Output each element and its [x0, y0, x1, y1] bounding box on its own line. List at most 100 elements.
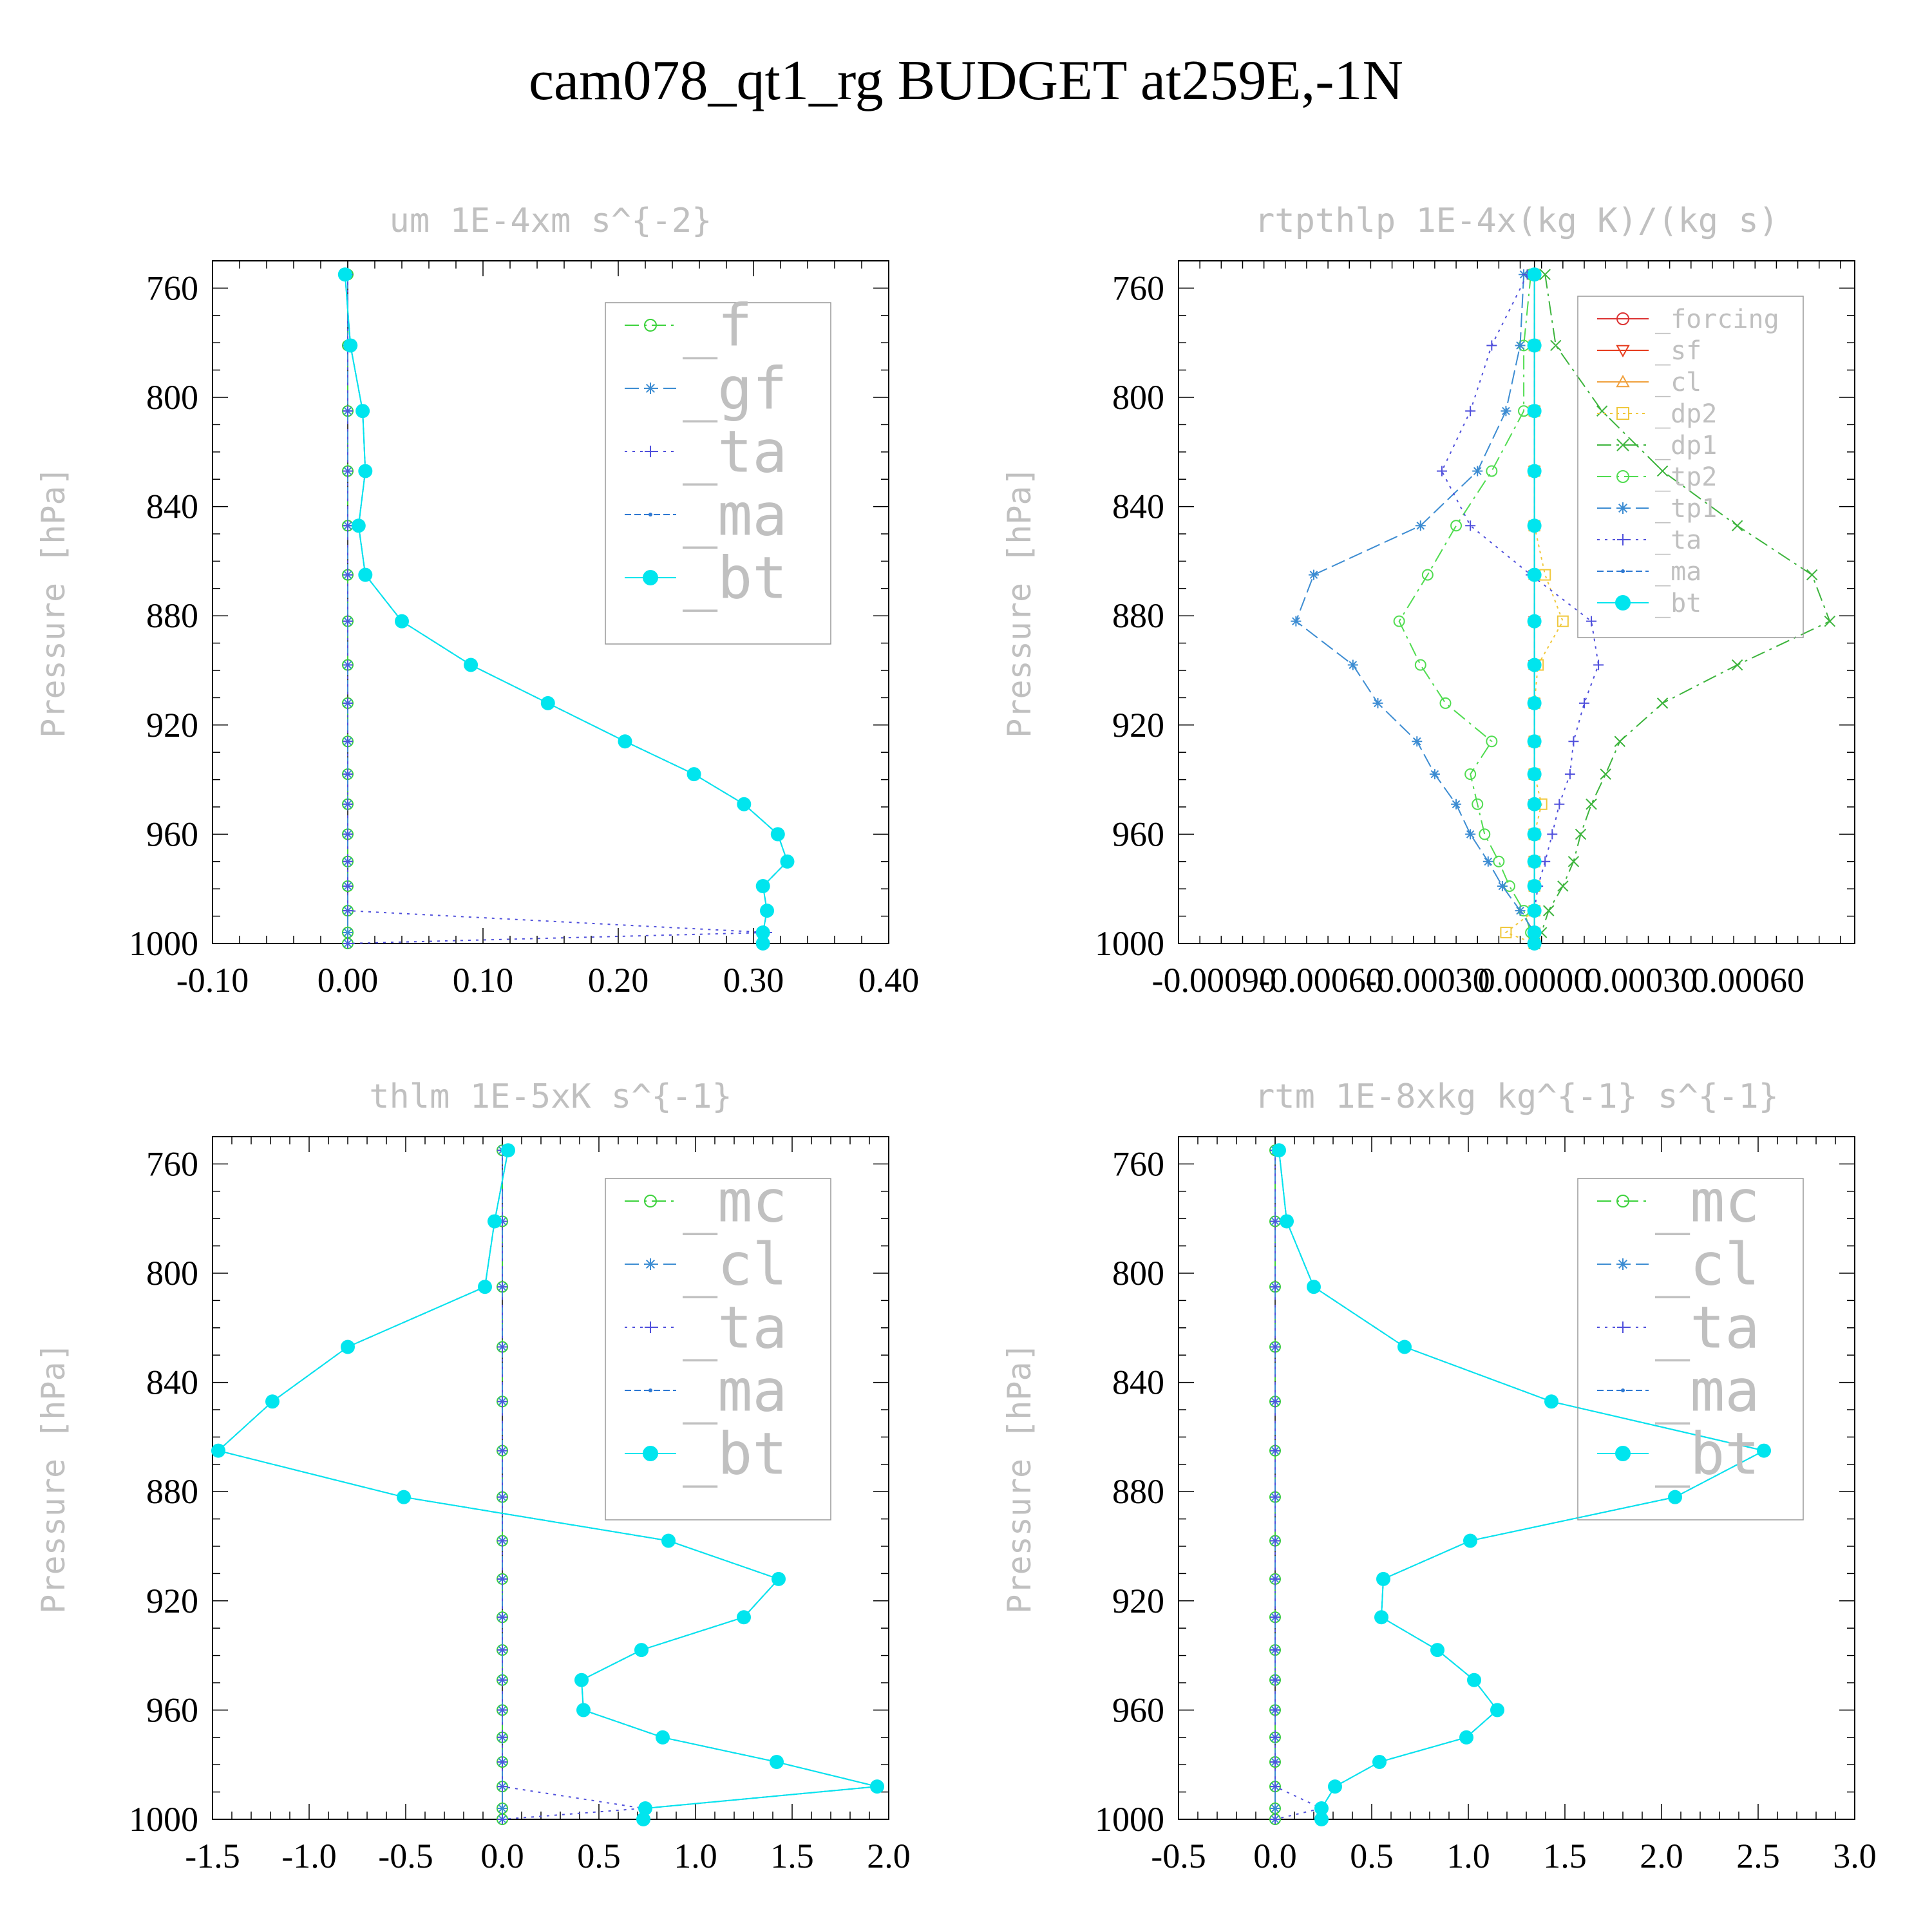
data-point [1527, 878, 1542, 893]
y-tick-label: 840 [146, 488, 198, 526]
data-point [1527, 936, 1542, 951]
panel-title: rtpthlp 1E-4x(kg K)/(kg s) [1255, 202, 1779, 240]
data-point [497, 1282, 507, 1293]
data-point [341, 1340, 355, 1354]
data-point [497, 1492, 507, 1502]
data-point [1472, 466, 1483, 477]
data-point [1459, 1730, 1473, 1745]
data-point [1567, 856, 1580, 867]
data-point [737, 797, 752, 811]
data-point [1270, 1814, 1280, 1824]
data-point [1465, 829, 1476, 840]
data-point [737, 1610, 751, 1625]
y-axis-label: Pressure [hPa] [35, 1342, 72, 1613]
data-point [1270, 1732, 1280, 1743]
data-point [343, 829, 353, 840]
series-line [1441, 274, 1600, 943]
y-tick-label: 960 [1112, 1690, 1164, 1729]
data-point [1436, 466, 1447, 477]
data-point [1328, 1779, 1342, 1794]
data-point [1291, 616, 1302, 627]
legend-label: _tp2 [1655, 462, 1717, 492]
data-point [760, 904, 774, 918]
x-tick-label: 0.5 [577, 1837, 621, 1875]
data-point [497, 1573, 507, 1584]
plot-frame [1178, 260, 1855, 944]
panel-rtm: rtm 1E-8xkg kg^{-1} s^{-1} Pressure [hPa]… [1001, 1077, 1877, 1875]
panel-um: um 1E-4xm s^{-2} Pressure [hPa] 760 800 840 8… [35, 202, 919, 999]
panel-rtpthlp: rtpthlp 1E-4x(kg K)/(kg s) Pressure [hPa]… [1001, 202, 1855, 999]
legend-label: _mc [1655, 1168, 1760, 1236]
x-tick-label: -1.0 [281, 1837, 336, 1875]
series-line [1274, 1150, 1324, 1820]
data-point [1515, 905, 1526, 916]
legend-marker [645, 446, 656, 457]
data-point [1500, 927, 1512, 939]
y-tick-label: 880 [1112, 596, 1164, 635]
legend-label: _cl [683, 1231, 788, 1299]
data-point [497, 1645, 507, 1656]
x-tick-label: -1.5 [185, 1837, 240, 1875]
series-bt [1272, 1143, 1771, 1826]
legend-label: _ta [1655, 1294, 1760, 1362]
legend-label: _bt [683, 1421, 788, 1488]
data-point [1415, 520, 1426, 531]
data-point [1397, 1340, 1412, 1354]
data-point [1430, 1643, 1444, 1658]
data-point [656, 1730, 670, 1745]
x-tick-label: 0.5 [1350, 1837, 1394, 1875]
data-point [497, 1445, 507, 1456]
legend-marker [1616, 1195, 1629, 1208]
data-point [1497, 880, 1508, 891]
y-tick-label: 1000 [129, 1800, 198, 1839]
series-ta [1270, 1145, 1327, 1824]
data-point [1439, 697, 1452, 709]
data-point [1270, 1674, 1280, 1685]
legend-box [605, 302, 831, 645]
data-point [574, 1672, 589, 1687]
legend-marker [1617, 534, 1629, 545]
data-point [1564, 769, 1575, 780]
legend-marker [1617, 502, 1629, 514]
legend-marker [644, 1195, 657, 1208]
data-point [343, 856, 353, 867]
data-point [1450, 520, 1463, 532]
y-tick-label: 880 [146, 596, 198, 635]
data-point [343, 697, 353, 708]
legend-label: _cl [1655, 1231, 1760, 1299]
data-point [1270, 1341, 1280, 1352]
data-point [1527, 767, 1542, 782]
plot-frame [1178, 1136, 1855, 1820]
data-point [1527, 518, 1542, 533]
data-point [1486, 465, 1498, 477]
data-point [1482, 856, 1493, 867]
data-point [755, 936, 770, 951]
data-point [638, 1801, 652, 1816]
y-tick-label: 760 [146, 269, 198, 307]
legend-box [1577, 296, 1804, 638]
data-point [1309, 569, 1319, 580]
legend-marker [643, 1446, 658, 1461]
data-point [1806, 569, 1818, 581]
data-point [1479, 828, 1491, 840]
legend-label: _cl [1655, 368, 1701, 397]
legend-box [1577, 1178, 1804, 1520]
legend-marker [1617, 1321, 1629, 1333]
data-point [343, 736, 353, 747]
legend-marker [1616, 439, 1629, 451]
data-point [618, 734, 632, 749]
data-point [497, 1781, 507, 1792]
data-point [358, 567, 373, 582]
data-point [497, 1674, 507, 1685]
data-point [755, 925, 770, 940]
data-point [772, 1571, 786, 1586]
legend-label: _ma [683, 482, 788, 549]
data-point [395, 614, 409, 629]
data-point [1270, 1756, 1280, 1767]
legend-label: _ta [683, 419, 788, 486]
data-point [464, 658, 478, 672]
y-tick-label: 800 [146, 378, 198, 417]
x-tick-label: -0.10 [176, 961, 249, 999]
data-point [1463, 1533, 1477, 1548]
data-point [1270, 1396, 1280, 1407]
